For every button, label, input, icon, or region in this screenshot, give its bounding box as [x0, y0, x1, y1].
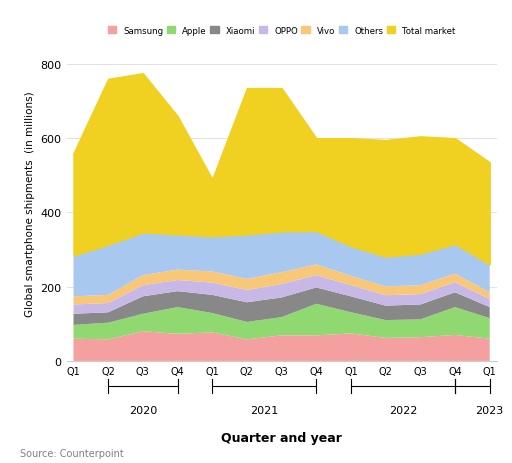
Text: 2022: 2022 [389, 405, 417, 415]
Text: 2021: 2021 [250, 405, 279, 415]
Legend: Samsung, Apple, Xiaomi, OPPO, Vivo, Others, Total market: Samsung, Apple, Xiaomi, OPPO, Vivo, Othe… [108, 27, 456, 36]
Text: Source: Counterpoint: Source: Counterpoint [20, 448, 124, 458]
Text: Quarter and year: Quarter and year [221, 432, 342, 444]
Text: 2020: 2020 [129, 405, 157, 415]
Y-axis label: Global smartphone shipments  (in millions): Global smartphone shipments (in millions… [25, 91, 35, 316]
Text: 2023: 2023 [476, 405, 504, 415]
